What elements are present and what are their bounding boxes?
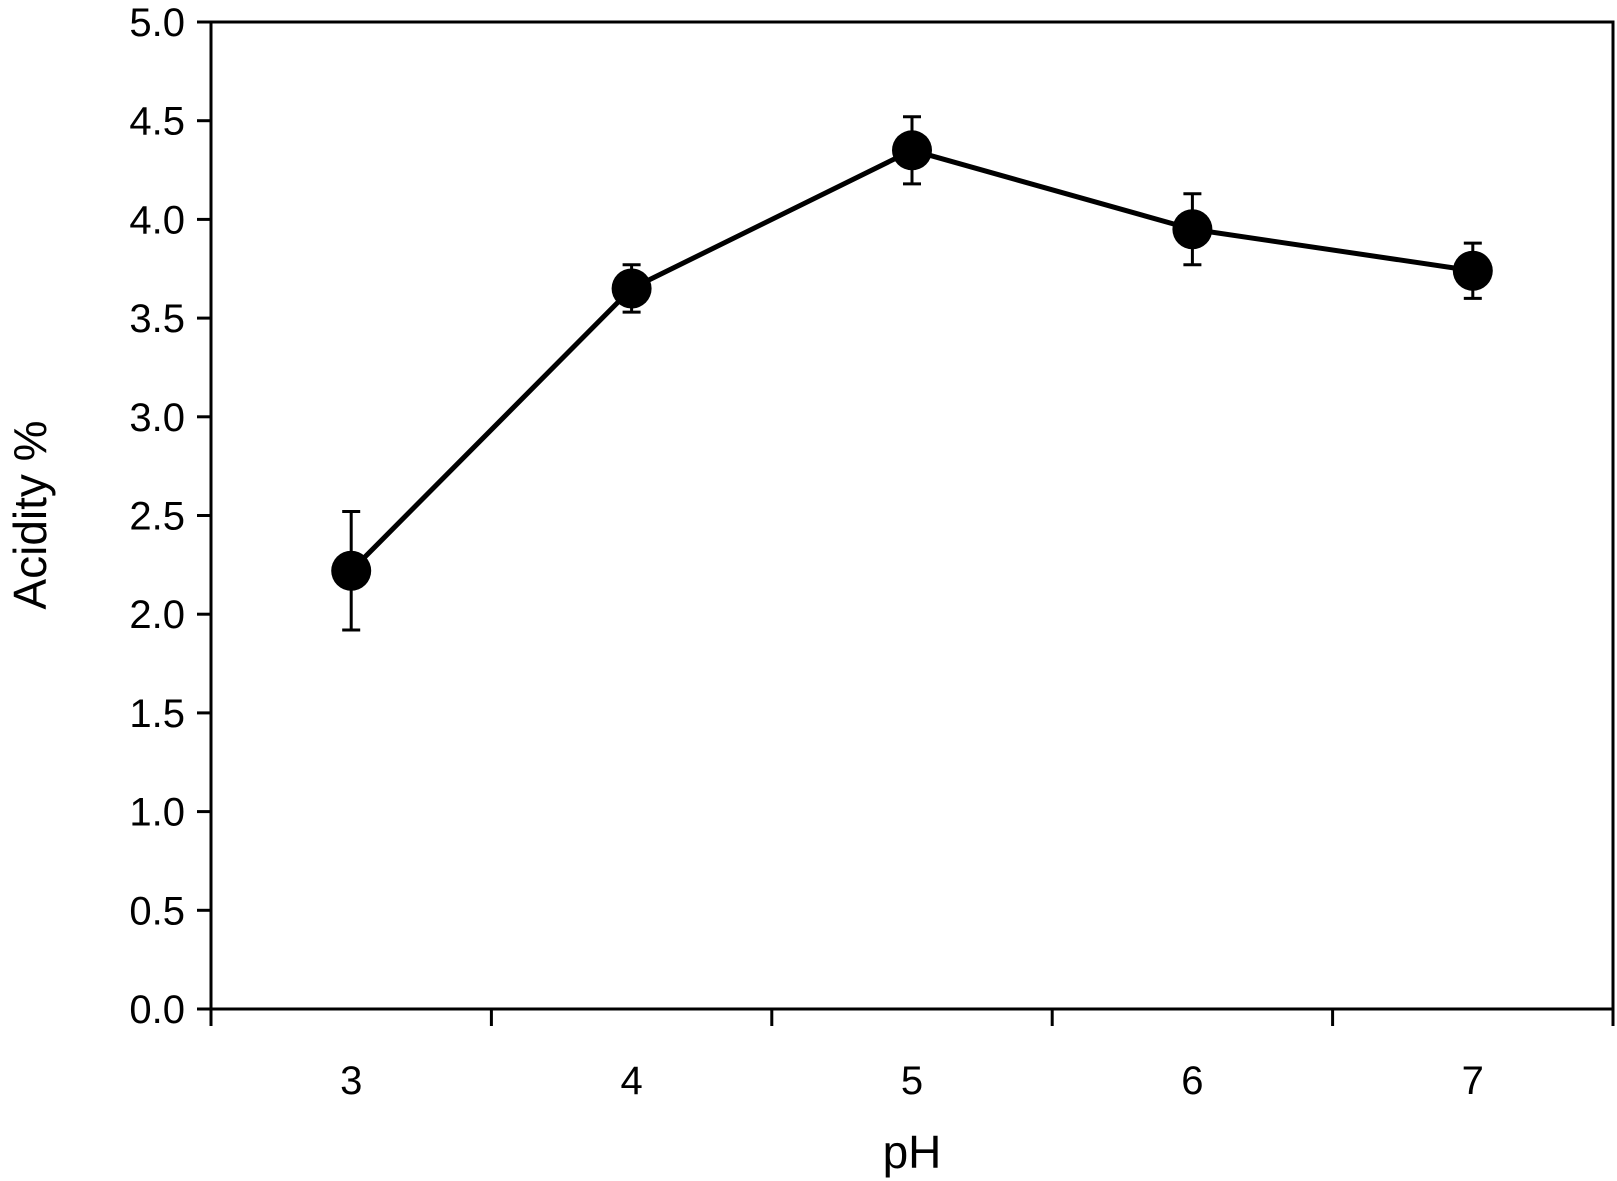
data-point xyxy=(611,268,652,309)
data-point xyxy=(1452,250,1493,291)
y-axis-title: Acidity % xyxy=(4,420,56,609)
y-tick-label: 1.5 xyxy=(129,692,185,736)
x-tick-label: 5 xyxy=(901,1059,923,1103)
x-tick-label: 4 xyxy=(620,1059,642,1103)
y-tick-label: 4.0 xyxy=(129,198,185,242)
y-tick-label: 3.5 xyxy=(129,297,185,341)
y-axis-ticks: 0.0 0.5 1.0 1.5 2.0 2.5 3.0 3.5 4.0 4.5 5.0 xyxy=(129,1,211,1032)
series-line xyxy=(349,147,1474,573)
data-point xyxy=(1172,209,1213,250)
y-tick-label: 0.5 xyxy=(129,889,185,933)
x-axis-ticks: 3 4 5 6 7 xyxy=(209,1009,1615,1103)
y-tick-label: 2.5 xyxy=(129,495,185,539)
x-axis-title: pH xyxy=(883,1126,942,1178)
y-tick-label: 3.0 xyxy=(129,396,185,440)
y-tick-label: 5.0 xyxy=(129,1,185,45)
y-tick-label: 1.0 xyxy=(129,791,185,835)
data-point xyxy=(331,550,372,591)
series-group xyxy=(331,115,1493,632)
y-tick-label: 4.5 xyxy=(129,100,185,144)
y-tick-label: 2.0 xyxy=(129,593,185,637)
x-tick-label: 3 xyxy=(340,1059,362,1103)
x-tick-label: 7 xyxy=(1462,1059,1484,1103)
x-tick-label: 6 xyxy=(1181,1059,1203,1103)
y-tick-label: 0.0 xyxy=(129,988,185,1032)
data-point xyxy=(892,130,932,171)
